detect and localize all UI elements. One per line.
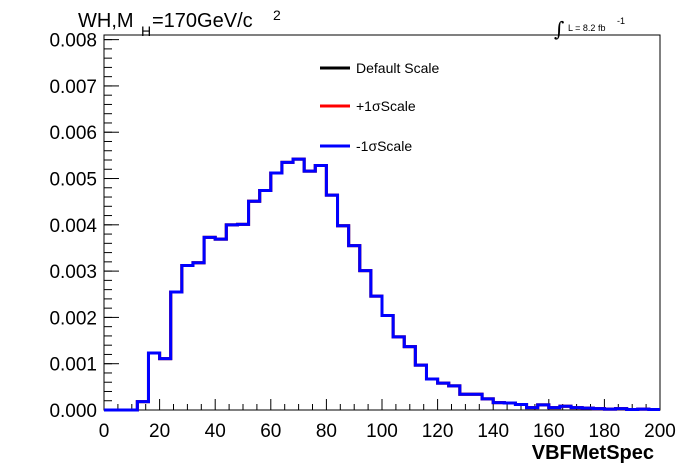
y-tick-label: 0.006 xyxy=(49,123,97,144)
luminosity-text: L = 8.2 fb xyxy=(568,23,605,33)
x-tick-label: 20 xyxy=(149,421,170,442)
y-tick-label: 0.005 xyxy=(49,170,97,191)
y-tick-label: 0.008 xyxy=(49,31,97,52)
series-layer xyxy=(104,157,660,412)
title-subscript: H xyxy=(141,23,151,39)
legend-label: +1σScale xyxy=(356,98,416,114)
y-tick-label: 0.004 xyxy=(49,216,97,237)
x-tick-label: 0 xyxy=(99,421,110,442)
x-tick-label: 140 xyxy=(477,421,509,442)
x-tick-label: 40 xyxy=(205,421,226,442)
x-axis-title: VBFMetSpec xyxy=(532,442,654,464)
x-tick-label: 80 xyxy=(316,421,337,442)
series-line xyxy=(104,157,660,412)
y-tick-label: 0.000 xyxy=(49,401,97,422)
title-prefix: WH,M xyxy=(78,10,134,32)
luminosity-exponent: -1 xyxy=(617,16,625,26)
y-axis-ticks: 0.000 0.001 0.002 0.003 0.004 0.005 0.006 0.007… xyxy=(49,31,119,422)
y-tick-label: 0.003 xyxy=(49,262,97,283)
y-tick-label: 0.002 xyxy=(49,308,97,329)
plot-frame xyxy=(103,34,661,411)
x-tick-label: 160 xyxy=(533,421,565,442)
x-tick-label: 120 xyxy=(422,421,454,442)
legend-label: -1σScale xyxy=(356,138,412,154)
x-axis-ticks: 0 20 40 60 80 100 120 140 160 180 200 xyxy=(99,399,676,442)
x-tick-label: 180 xyxy=(589,421,621,442)
x-tick-label: 60 xyxy=(260,421,281,442)
series-line xyxy=(104,157,660,412)
legend: Default Scale +1σScale -1σScale xyxy=(320,60,439,154)
title-superscript: 2 xyxy=(273,7,281,23)
x-tick-label: 100 xyxy=(366,421,398,442)
x-tick-label: 200 xyxy=(644,421,676,442)
series-line xyxy=(104,157,660,412)
y-tick-label: 0.001 xyxy=(49,355,97,376)
y-tick-label: 0.007 xyxy=(49,77,97,98)
integral-symbol: ∫ xyxy=(554,17,564,41)
title-suffix: =170GeV/c xyxy=(152,10,253,32)
plot-title: WH,M H =170GeV/c 2 xyxy=(78,7,281,39)
legend-label: Default Scale xyxy=(356,60,439,76)
luminosity-label: ∫ L = 8.2 fb -1 xyxy=(554,16,625,41)
